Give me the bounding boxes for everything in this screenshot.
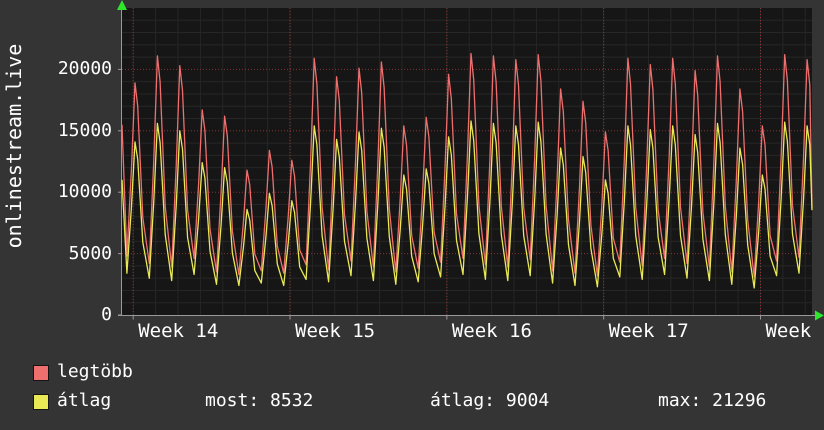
- x-week-label-18: Week: [765, 320, 812, 342]
- y-tick-label-20000: 20000: [57, 58, 112, 80]
- legend-label-legtobb: legtöbb: [57, 361, 133, 382]
- legend-swatch-legtobb: [33, 365, 49, 381]
- x-week-label-17: Week 17: [608, 320, 689, 342]
- stat-most: most: 8532: [205, 390, 314, 411]
- y-axis-title: onlinestream.live: [2, 43, 26, 249]
- y-tick-label-10000: 10000: [57, 181, 112, 203]
- stat-max: max: 21296: [658, 390, 767, 411]
- x-week-label-16: Week 16: [451, 320, 532, 342]
- legend-label-atlag: átlag: [57, 390, 112, 411]
- legend-swatch-atlag: [33, 394, 49, 410]
- y-tick-label-15000: 15000: [57, 119, 112, 141]
- y-tick-label-5000: 5000: [68, 242, 112, 264]
- stat-atlag: átlag: 9004: [430, 390, 550, 411]
- x-week-label-15: Week 15: [295, 320, 376, 342]
- y-tick-label-0: 0: [101, 304, 112, 325]
- x-week-label-14: Week 14: [138, 320, 219, 342]
